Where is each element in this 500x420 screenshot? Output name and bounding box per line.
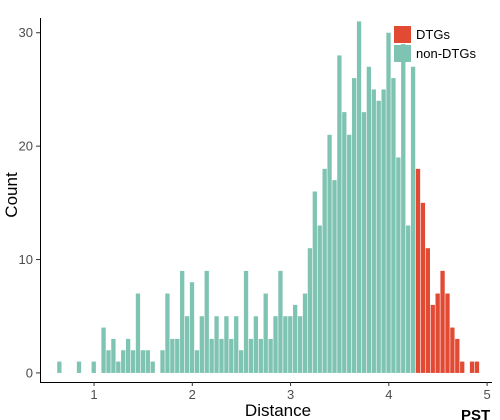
- ticks-layer: 1 2 3 4 5 0 10 20 30: [19, 25, 491, 402]
- bar-non-dtgs: [180, 270, 185, 373]
- legend-label-non-dtgs: non-DTGs: [416, 46, 476, 61]
- bar-non-dtgs: [111, 338, 116, 373]
- bar-non-dtgs: [116, 361, 121, 373]
- bar-non-dtgs: [150, 361, 155, 373]
- bar-non-dtgs: [317, 225, 322, 373]
- bar-non-dtgs: [307, 248, 313, 373]
- bar-non-dtgs: [184, 316, 190, 373]
- bar-non-dtgs: [248, 338, 254, 373]
- bar-non-dtgs: [106, 350, 111, 373]
- bar-non-dtgs: [243, 270, 249, 373]
- bar-dtgs: [460, 361, 465, 373]
- bar-dtgs: [445, 293, 450, 373]
- y-tick-label: 20: [19, 139, 33, 154]
- legend-key-non-dtgs: [394, 45, 411, 62]
- y-tick-label: 0: [26, 365, 33, 380]
- bar-non-dtgs: [170, 338, 175, 373]
- x-tick-label: 4: [385, 387, 392, 402]
- bar-non-dtgs: [234, 316, 239, 373]
- bar-non-dtgs: [101, 327, 106, 373]
- bar-non-dtgs: [347, 134, 352, 373]
- bar-dtgs: [430, 304, 435, 373]
- bar-non-dtgs: [361, 112, 367, 373]
- bar-non-dtgs: [209, 338, 214, 373]
- bar-non-dtgs: [214, 316, 219, 373]
- bar-non-dtgs: [140, 350, 146, 373]
- bar-non-dtgs: [224, 316, 229, 373]
- bar-dtgs: [469, 361, 475, 373]
- bar-non-dtgs: [312, 191, 317, 373]
- y-tick-label: 10: [19, 252, 33, 267]
- bar-non-dtgs: [401, 44, 406, 373]
- y-axis-title: Count: [2, 172, 21, 218]
- bar-non-dtgs: [366, 66, 372, 373]
- bar-non-dtgs: [189, 282, 195, 373]
- y-tick-label: 30: [19, 25, 33, 40]
- bar-non-dtgs: [229, 338, 234, 373]
- legend-key-dtgs: [394, 26, 411, 43]
- bars-layer: [57, 21, 480, 373]
- bar-non-dtgs: [332, 180, 337, 373]
- x-tick-label: 3: [287, 387, 294, 402]
- bar-non-dtgs: [356, 21, 362, 373]
- x-tick-label: 5: [483, 387, 490, 402]
- bar-non-dtgs: [121, 350, 126, 373]
- bar-non-dtgs: [160, 350, 165, 373]
- corner-label: PST: [461, 407, 490, 420]
- bar-dtgs: [435, 293, 440, 373]
- bar-non-dtgs: [91, 361, 96, 373]
- bar-non-dtgs: [194, 350, 200, 373]
- x-axis-title: Distance: [245, 401, 311, 420]
- bar-non-dtgs: [386, 32, 391, 373]
- legend: DTGs non-DTGs: [394, 26, 476, 62]
- bar-non-dtgs: [125, 338, 131, 373]
- bar-non-dtgs: [337, 55, 342, 373]
- bar-non-dtgs: [175, 338, 180, 373]
- bar-non-dtgs: [288, 316, 293, 373]
- bar-non-dtgs: [391, 78, 396, 373]
- bar-non-dtgs: [410, 66, 416, 373]
- bar-dtgs: [450, 327, 455, 373]
- bar-non-dtgs: [342, 112, 347, 373]
- bar-non-dtgs: [297, 316, 303, 373]
- bar-non-dtgs: [165, 293, 170, 373]
- bar-non-dtgs: [322, 168, 327, 373]
- bar-non-dtgs: [351, 78, 357, 373]
- bar-non-dtgs: [135, 293, 141, 373]
- legend-label-dtgs: DTGs: [416, 27, 450, 42]
- bar-non-dtgs: [253, 316, 259, 373]
- bar-dtgs: [415, 168, 421, 373]
- bar-non-dtgs: [57, 361, 62, 373]
- bar-non-dtgs: [371, 89, 376, 373]
- bar-dtgs: [474, 361, 480, 373]
- bar-non-dtgs: [258, 338, 263, 373]
- x-tick-label: 1: [90, 387, 97, 402]
- bar-non-dtgs: [302, 293, 308, 373]
- bar-non-dtgs: [381, 89, 386, 373]
- bar-non-dtgs: [273, 316, 278, 373]
- bar-non-dtgs: [396, 157, 401, 373]
- bar-dtgs: [440, 270, 445, 373]
- bar-non-dtgs: [238, 350, 244, 373]
- bar-non-dtgs: [130, 350, 136, 373]
- bar-non-dtgs: [204, 270, 209, 373]
- bar-dtgs: [425, 248, 430, 373]
- bar-non-dtgs: [219, 338, 224, 373]
- bar-non-dtgs: [406, 225, 411, 373]
- bar-non-dtgs: [278, 270, 283, 373]
- bar-non-dtgs: [283, 316, 288, 373]
- bar-non-dtgs: [145, 350, 150, 373]
- bar-dtgs: [420, 202, 426, 373]
- x-tick-label: 2: [189, 387, 196, 402]
- bar-non-dtgs: [76, 361, 82, 373]
- bar-non-dtgs: [327, 134, 332, 373]
- bar-non-dtgs: [199, 316, 204, 373]
- bar-dtgs: [455, 338, 460, 373]
- bar-non-dtgs: [376, 100, 381, 373]
- bar-non-dtgs: [263, 293, 268, 373]
- bar-non-dtgs: [268, 338, 273, 373]
- bar-non-dtgs: [293, 304, 298, 373]
